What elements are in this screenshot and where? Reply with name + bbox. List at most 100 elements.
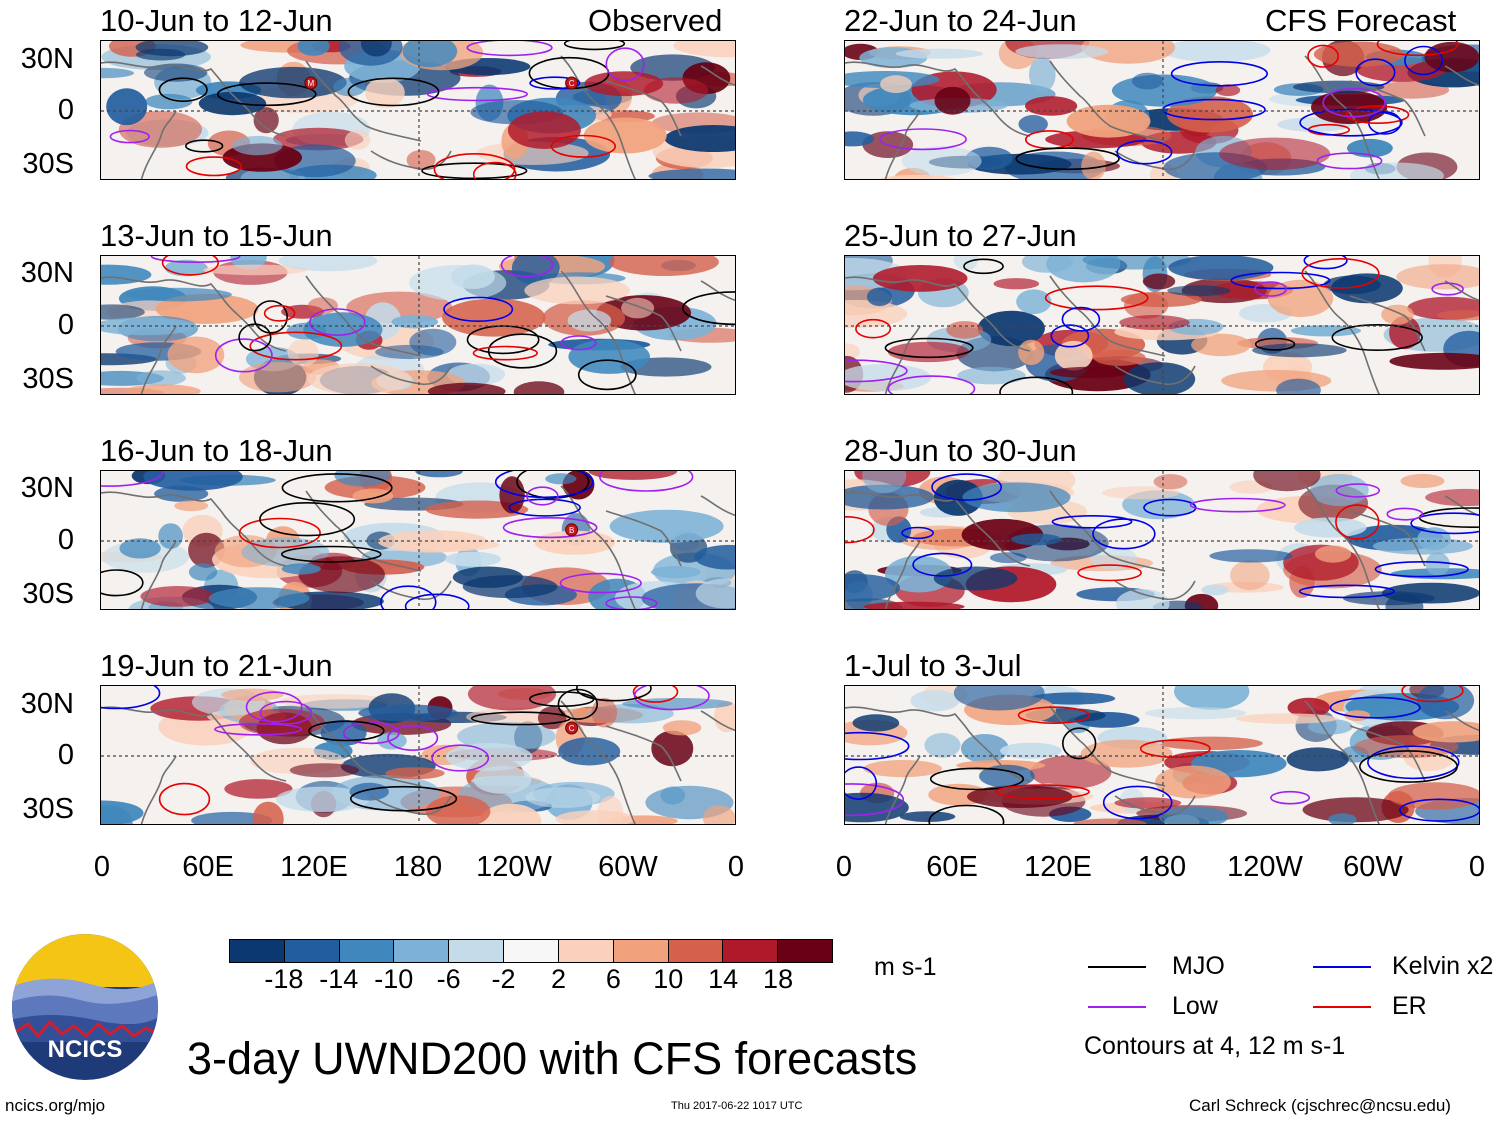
wave-contour: [109, 129, 150, 144]
anomaly-shading: [1025, 96, 1078, 116]
site-url[interactable]: ncics.org/mjo: [5, 1096, 106, 1115]
anomaly-shading: [609, 509, 724, 543]
coastline: [700, 495, 735, 517]
wave-contour: [928, 804, 1005, 824]
anomaly-shading: [232, 135, 283, 156]
anomaly-shading: [977, 310, 1045, 347]
anomaly-shading: [1111, 74, 1218, 107]
anomaly-shading: [400, 538, 500, 552]
anomaly-shading: [673, 41, 735, 58]
coastline: [605, 80, 682, 137]
colorbar-tick-label: -2: [491, 964, 516, 994]
anomaly-shading: [507, 111, 581, 149]
map-panel-p3: B: [100, 470, 736, 610]
wave-contour: [887, 375, 976, 394]
anomaly-shading: [1168, 256, 1274, 281]
lat-label-30n-row2: 30N: [20, 257, 74, 289]
anomaly-shading: [511, 256, 560, 285]
anomaly-shading: [695, 578, 735, 609]
anomaly-shading: [525, 787, 601, 808]
anomaly-shading: [144, 63, 208, 82]
wave-contour: [1270, 790, 1311, 805]
wave-contour: [516, 471, 590, 499]
colorbar-swatch: [667, 940, 723, 962]
anomaly-shading: [415, 471, 463, 478]
anomaly-shading: [333, 77, 366, 97]
anomaly-shading: [467, 686, 557, 711]
anomaly-shading: [866, 287, 893, 307]
wave-contour: [1355, 58, 1396, 87]
coastline: [1304, 485, 1380, 609]
wave-contour: [281, 473, 393, 503]
anomaly-shading: [924, 732, 961, 758]
anomaly-shading: [845, 299, 908, 328]
lon-label-0b-right: 0: [1468, 851, 1486, 883]
map-panel-p2: [100, 255, 736, 395]
wave-contour: [605, 47, 645, 82]
anomaly-shading: [1400, 473, 1445, 489]
storm-marker[interactable]: M: [304, 76, 318, 90]
wave-contour: [101, 471, 164, 487]
anomaly-shading: [297, 41, 330, 56]
wave-contour: [845, 766, 878, 800]
coastline: [560, 700, 636, 824]
coastline: [1114, 150, 1196, 171]
coastline: [700, 65, 735, 87]
wave-contour: [633, 686, 710, 711]
panel-title-p1: 10-Jun to 12-Jun: [100, 3, 333, 38]
wave-contour: [576, 686, 652, 702]
anomaly-shading: [1389, 352, 1479, 370]
coastline: [370, 795, 452, 816]
anomaly-shading: [1018, 115, 1048, 134]
anomaly-shading: [119, 538, 161, 559]
anomaly-shading: [1416, 686, 1475, 720]
wave-contour: [1015, 147, 1120, 171]
anomaly-shading: [462, 575, 558, 599]
panel-title-p5: 22-Jun to 24-Jun: [844, 3, 1077, 38]
wave-contour: [1316, 152, 1383, 170]
lat-label-30n-row3: 30N: [20, 472, 74, 504]
legend-line-kelvin: [1313, 966, 1371, 968]
anomaly-shading: [1230, 560, 1270, 591]
coastline: [1444, 710, 1479, 732]
coastline: [140, 325, 177, 394]
legend-label-mjo: MJO: [1172, 952, 1225, 980]
panel-title-p3: 16-Jun to 18-Jun: [100, 433, 333, 468]
anomaly-shading: [143, 471, 243, 491]
anomaly-shading: [1307, 718, 1353, 735]
map-panel-p8: [844, 685, 1480, 825]
storm-marker[interactable]: C: [565, 76, 579, 90]
wave-contour: [281, 545, 382, 563]
coastline: [305, 275, 422, 357]
wave-contour: [1335, 483, 1381, 498]
anomaly-shading: [1310, 473, 1369, 507]
anomaly-shading: [281, 563, 321, 575]
wave-contour: [994, 784, 1090, 800]
coastline: [884, 540, 921, 609]
colorbar-tick-label: -14: [319, 964, 359, 994]
storm-marker[interactable]: B: [565, 523, 579, 537]
wave-contour: [502, 516, 598, 539]
anomaly-shading: [1123, 292, 1169, 319]
wave-contour: [1410, 512, 1479, 535]
contour-note: Contours at 4, 12 m s-1: [1084, 1032, 1346, 1060]
colorbar-tick-label: 2: [550, 964, 566, 994]
anomaly-shading: [278, 256, 378, 272]
wave-contour: [184, 139, 224, 153]
anomaly-shading: [567, 309, 612, 332]
coastline: [845, 706, 1031, 782]
colorbar-tick-label: 14: [708, 964, 739, 994]
anomaly-shading: [1385, 593, 1424, 609]
anomaly-shading: [1155, 765, 1231, 799]
storm-marker[interactable]: C: [565, 721, 579, 735]
lon-label-60e-right: 60E: [926, 851, 978, 883]
coastline: [101, 61, 287, 137]
anomaly-shading: [713, 700, 735, 733]
coastline: [1049, 275, 1166, 357]
wave-contour: [1303, 256, 1348, 270]
wave-contour: [1017, 706, 1091, 725]
wave-contour: [529, 691, 595, 708]
anomaly-shading: [648, 168, 735, 179]
anomaly-shading: [1323, 275, 1381, 295]
anomaly-shading: [1396, 264, 1479, 290]
